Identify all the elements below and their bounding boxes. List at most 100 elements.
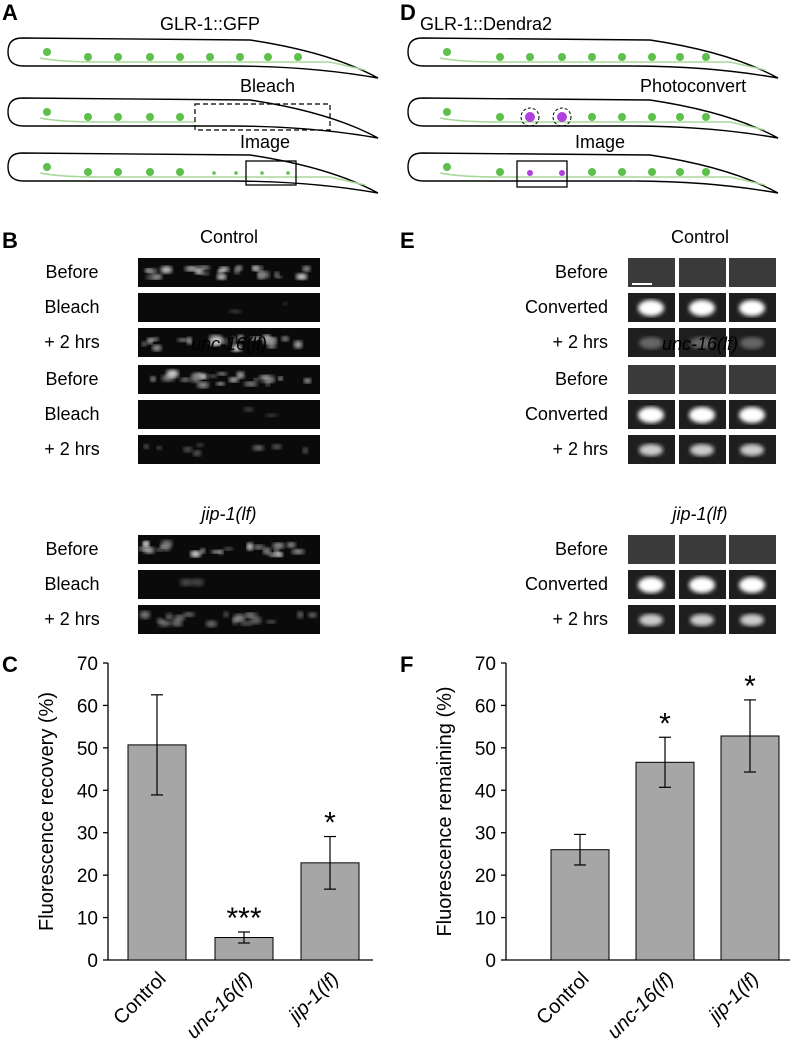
fluorescence-spot [196, 443, 204, 447]
fluorescence-spot [229, 309, 242, 314]
x-tick-label: unc-16(lf) [603, 968, 678, 1043]
fluorescence-spot [237, 334, 244, 341]
fluorescence-spot [208, 341, 216, 345]
fluorescence-spot [182, 446, 193, 453]
fluorescence-spot [638, 577, 664, 593]
fluorescence-spot [281, 336, 289, 342]
fluorescence-spot [278, 376, 283, 381]
micrograph [138, 605, 320, 634]
y-tick-label: 70 [475, 654, 496, 675]
fluorescence-spot [216, 371, 228, 376]
fluorescence-spot [143, 547, 155, 554]
y-tick-label: 20 [77, 866, 98, 887]
fluorescence-spot [156, 445, 162, 450]
fluorescence-spot [689, 407, 715, 423]
fluorescence-spot [266, 620, 276, 624]
fluorescence-spot [739, 577, 765, 593]
fluorescence-spot [286, 542, 296, 548]
micrograph [628, 365, 675, 394]
micrograph [679, 365, 726, 394]
diagram-step: Bleach [240, 76, 295, 96]
fluorescence-spot [265, 413, 279, 417]
error-bar [574, 833, 586, 866]
fluorescence-spot [252, 445, 264, 451]
y-tick-label: 30 [77, 824, 98, 845]
fluorescence-spot [250, 616, 262, 625]
y-tick-label: 40 [475, 781, 496, 802]
bar [720, 735, 780, 961]
row-label: + 2 hrs [44, 609, 100, 629]
fluorescence-spot [184, 266, 199, 272]
error-bar [151, 694, 163, 796]
error-bar [324, 835, 336, 890]
fluorescence-spot [639, 614, 663, 626]
row-label: + 2 hrs [44, 439, 100, 459]
fluorescence-spot [216, 382, 225, 386]
fluorescence-spot [275, 275, 283, 279]
fluorescence-spot [216, 274, 227, 280]
group-title: unc-16(lf) [191, 334, 267, 354]
y-tick-label: 20 [475, 866, 496, 887]
micrograph [729, 258, 776, 287]
micrograph [138, 293, 320, 322]
fluorescence-spot [200, 548, 206, 554]
fluorescence-spot [272, 542, 285, 549]
row-label: Before [555, 539, 608, 559]
diagram-step: Image [240, 132, 290, 152]
row-label: Before [45, 539, 98, 559]
row-label: Before [45, 262, 98, 282]
significance: *** [226, 902, 261, 935]
fluorescence-spot [245, 612, 253, 618]
x-tick-label: Control [532, 968, 593, 1029]
x-tick-label: unc-16(lf) [182, 968, 257, 1043]
fluorescence-spot [243, 407, 254, 412]
fluorescence-spot [739, 300, 765, 316]
group-title: unc-16(lf) [662, 334, 738, 354]
fluorescence-spot [689, 300, 715, 316]
micrograph [679, 258, 726, 287]
fluorescence-spot [191, 578, 204, 587]
panel-letter: A [2, 0, 18, 25]
group-title: Control [200, 227, 258, 247]
fluorescence-spot [253, 377, 259, 381]
fluorescence-spot [262, 547, 271, 555]
fluorescence-spot [251, 265, 259, 271]
fluorescence-spot [145, 275, 160, 280]
fluorescence-spot [291, 549, 305, 555]
micrograph [628, 258, 675, 287]
fluorescence-spot [147, 338, 153, 345]
fluorescence-spot [260, 378, 274, 383]
diagram-a: GLR-1::GFP Bleach Image [7, 14, 379, 194]
error-bar [659, 736, 671, 788]
row-label: + 2 hrs [552, 332, 608, 352]
panel-letter: B [2, 228, 18, 253]
fluorescence-spot [180, 377, 191, 382]
fluorescence-spot [638, 300, 664, 316]
y-tick-label: 40 [77, 781, 98, 802]
diagram-step: Photoconvert [640, 76, 746, 96]
fluorescence-spot [740, 444, 764, 456]
fluorescence-spot [161, 621, 173, 625]
fluorescence-spot [156, 548, 163, 552]
row-label: Before [45, 369, 98, 389]
fluorescence-spot [263, 337, 277, 344]
y-tick-label: 50 [475, 739, 496, 760]
x-tick-label: Control [109, 968, 170, 1029]
fluorescence-spot [190, 550, 201, 558]
fluorescence-spot [150, 376, 156, 382]
fluorescence-spot [690, 614, 714, 626]
row-label: Before [555, 369, 608, 389]
y-tick-label: 70 [77, 654, 98, 675]
y-tick-label: 60 [77, 696, 98, 717]
fluorescence-spot [690, 444, 714, 456]
fluorescence-spot [689, 577, 715, 593]
group-title: jip-1(lf) [198, 504, 256, 524]
y-tick-label: 0 [485, 951, 496, 972]
x-tick-label: jip-1(lf) [283, 968, 344, 1029]
row-label: + 2 hrs [44, 332, 100, 352]
fluorescence-spot [143, 541, 150, 547]
fluorescence-spot [223, 547, 234, 551]
row-label: + 2 hrs [552, 609, 608, 629]
fluorescence-spot [223, 611, 229, 618]
significance: * [744, 670, 756, 703]
